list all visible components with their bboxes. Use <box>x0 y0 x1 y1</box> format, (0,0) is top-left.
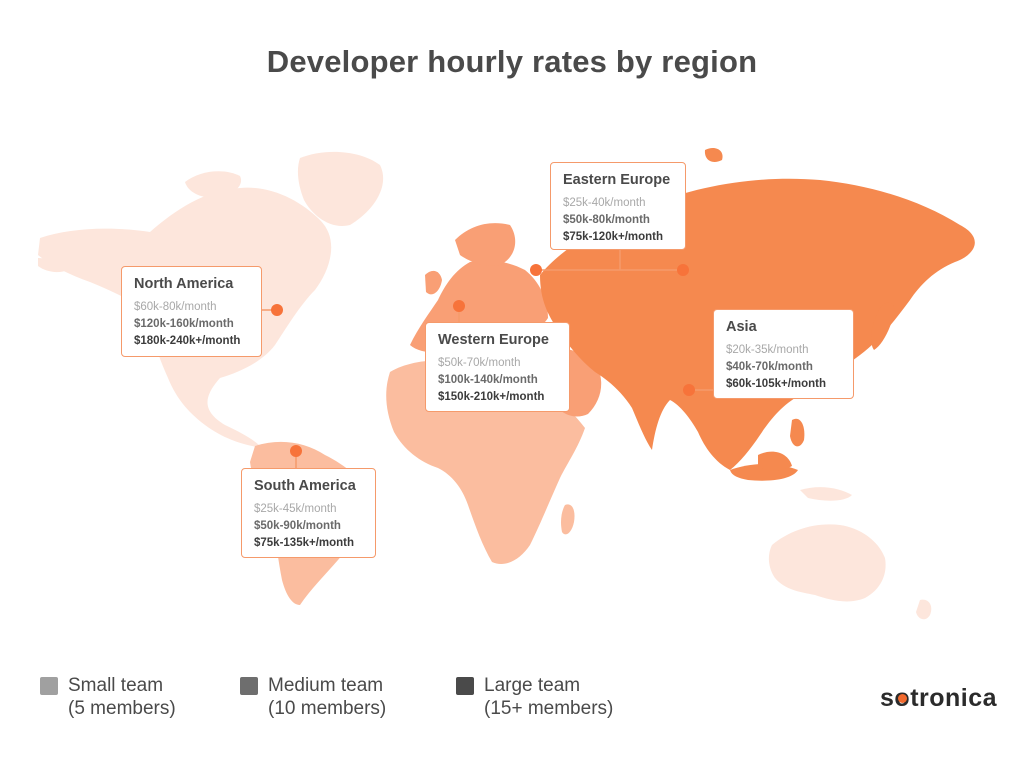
legend-label: Medium team <box>268 675 384 696</box>
rate-medium-team: $100k-140k/month <box>438 374 538 386</box>
rate-small-team: $25k-45k/month <box>254 503 337 515</box>
land-britain <box>425 270 442 295</box>
land-arctic-island <box>704 148 723 162</box>
land-madagascar <box>561 504 575 535</box>
rate-large-team: $60k-105k+/month <box>726 378 827 390</box>
rate-large-team: $150k-210k+/month <box>438 391 545 403</box>
logo-part: tronica <box>910 684 998 712</box>
legend-label: Small team <box>68 675 164 696</box>
rate-large-team: $75k-135k+/month <box>254 537 355 549</box>
legend-sub: (5 members) <box>68 698 176 719</box>
marker-north-america <box>271 304 283 316</box>
card-north-america: North America $60k-80k/month $120k-160k/… <box>121 266 262 357</box>
region-name: Asia <box>726 319 757 335</box>
region-name: Eastern Europe <box>563 172 671 188</box>
card-south-america: South America $25k-45k/month $50k-90k/mo… <box>241 468 376 558</box>
brand-logo: sotronica <box>880 684 997 713</box>
land-greenland <box>297 151 384 226</box>
rate-large-team: $75k-120k+/month <box>563 231 664 243</box>
land-indonesia-east <box>800 487 852 501</box>
legend-text: Large team (15+ members) <box>484 674 613 720</box>
land-new-zealand <box>916 599 932 620</box>
region-name: North America <box>134 276 234 292</box>
rate-medium-team: $50k-90k/month <box>254 520 341 532</box>
card-asia: Asia $20k-35k/month $40k-70k/month $60k-… <box>713 309 854 399</box>
legend-small-team: Small team (5 members) <box>40 674 176 720</box>
logo-dot-icon <box>898 694 908 703</box>
legend-text: Small team (5 members) <box>68 674 176 720</box>
land-scandinavia <box>455 223 516 266</box>
rate-small-team: $20k-35k/month <box>726 344 809 356</box>
land-philippines <box>790 418 805 447</box>
rate-small-team: $25k-40k/month <box>563 197 646 209</box>
marker-south-america <box>290 445 302 457</box>
card-eastern-europe: Eastern Europe $25k-40k/month $50k-80k/m… <box>550 162 686 250</box>
legend-sub: (10 members) <box>268 698 387 719</box>
page-title: Developer hourly rates by region <box>266 44 758 79</box>
legend-large-team: Large team (15+ members) <box>456 674 613 720</box>
legend-sub: (15+ members) <box>484 698 614 719</box>
land-australia <box>768 524 886 602</box>
legend-swatch-small <box>40 677 58 695</box>
rate-small-team: $50k-70k/month <box>438 357 521 369</box>
legend-text: Medium team (10 members) <box>268 674 386 720</box>
rate-large-team: $180k-240k+/month <box>134 335 241 347</box>
logo-o: o <box>894 684 910 713</box>
legend-swatch-medium <box>240 677 258 695</box>
land-canada-islands <box>185 171 242 198</box>
marker-western-europe <box>453 300 465 312</box>
land-borneo <box>758 451 792 471</box>
marker-eastern-europe-east <box>677 264 689 276</box>
rate-medium-team: $120k-160k/month <box>134 318 234 330</box>
rate-medium-team: $40k-70k/month <box>726 361 813 373</box>
region-name: Western Europe <box>438 332 549 348</box>
legend-medium-team: Medium team (10 members) <box>240 674 386 720</box>
rate-medium-team: $50k-80k/month <box>563 214 650 226</box>
land-alaska-tip <box>38 258 68 273</box>
marker-eastern-europe-west <box>530 264 542 276</box>
legend-swatch-large <box>456 677 474 695</box>
region-name: South America <box>254 478 356 494</box>
rate-small-team: $60k-80k/month <box>134 301 217 313</box>
land-japan <box>871 302 895 350</box>
marker-asia <box>683 384 695 396</box>
legend-label: Large team <box>484 675 581 696</box>
card-western-europe: Western Europe $50k-70k/month $100k-140k… <box>425 322 570 412</box>
logo-part: s <box>880 684 895 712</box>
